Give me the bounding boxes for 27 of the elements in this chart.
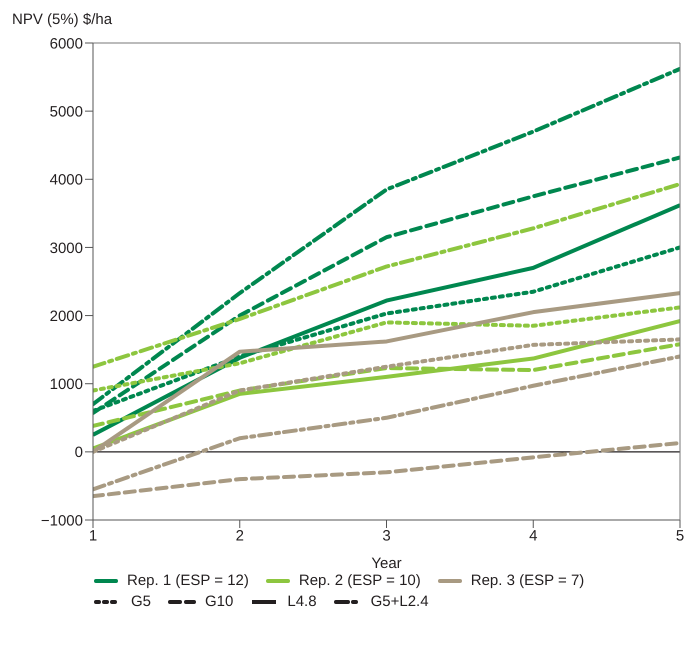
x-tick-label: 1 [88, 528, 98, 545]
x-tick-label: 2 [236, 528, 244, 545]
y-tick-label: 6000 [50, 35, 83, 52]
text: G5+L2.4 [370, 593, 429, 610]
y-tick-label: 4000 [50, 172, 83, 189]
y-tick-label: −1000 [40, 512, 83, 530]
text: G5 [131, 593, 152, 610]
y-tick-label: 3000 [50, 240, 83, 257]
x-axis-title: Year [371, 555, 402, 572]
x-tick-label: 4 [529, 528, 538, 545]
line-series [93, 182, 680, 369]
y-tick-label: 0 [74, 444, 83, 462]
text: Rep. 1 (ESP = 12) [127, 572, 249, 589]
text: G10 [205, 593, 234, 610]
y-axis-title: NPV (5%) $/ha [11, 10, 114, 30]
x-tick-label: 5 [676, 528, 684, 545]
y-tick-label: 1000 [50, 376, 83, 394]
line-series [93, 354, 680, 492]
y-tick-label: 2000 [50, 308, 83, 325]
line-series [93, 441, 680, 498]
y-tick-label: 5000 [50, 103, 83, 120]
x-tick-label: 3 [382, 528, 391, 545]
text: L4.8 [287, 593, 317, 610]
line-series [93, 305, 680, 393]
line-series [93, 66, 680, 406]
text: Rep. 3 (ESP = 7) [470, 572, 584, 589]
text: Rep. 2 (ESP = 10) [298, 572, 421, 589]
